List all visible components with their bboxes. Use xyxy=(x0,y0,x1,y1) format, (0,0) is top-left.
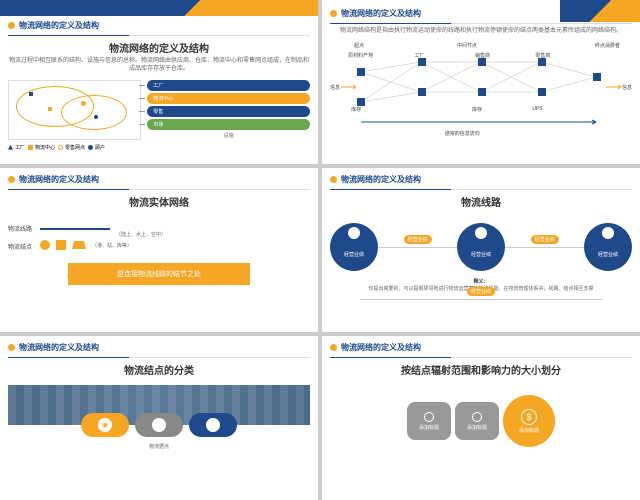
dollar-icon: $ xyxy=(521,409,537,425)
banner xyxy=(560,0,640,22)
pill-label: 物流据点 xyxy=(8,443,310,450)
network-diagram xyxy=(8,80,141,140)
axis-x: 设施 xyxy=(147,132,310,139)
circle-1: 经营业绩 xyxy=(330,223,378,271)
network-graph: 起点 中间节点 终点消费者 原材料产地 工厂 销售商 零售商 信息 信息 库存 … xyxy=(330,42,632,137)
layer-center: 物流中心 xyxy=(147,93,310,104)
pill-2 xyxy=(135,413,183,437)
pill-3 xyxy=(189,413,237,437)
slide-1: 物流网络的定义及结构 物流网络的定义及结构 物流过程中相互联系的结构、设施与信息… xyxy=(0,0,318,164)
circle-icon xyxy=(40,240,50,250)
slide-title: 按结点辐射范围和影响力的大小划分 xyxy=(330,362,632,377)
circle-3: 经营业绩 xyxy=(584,223,632,271)
row1-label: 物流线路 xyxy=(8,221,32,239)
slide-3: 物流网络的定义及结构 物流实体网络 物流线路 物流结点 （陆上、水上、空中） （… xyxy=(0,168,318,332)
slide-title: 物流线路 xyxy=(330,194,632,209)
chain-2: 添加标题 xyxy=(455,402,499,440)
slide-title: 物流结点的分类 xyxy=(8,362,310,377)
layer-stack: 工厂工厂的配送 物流中心 零售 市场 设施 xyxy=(147,80,310,140)
slide-6: 物流网络的定义及结构 按结点辐射范围和影响力的大小划分 添加标题 添加标题 $ … xyxy=(322,336,640,500)
line-shape xyxy=(40,228,110,230)
layer-market: 市场 xyxy=(147,119,310,130)
slide-title: 物流实体网络 xyxy=(8,194,310,209)
banner xyxy=(0,0,318,16)
slide-header: 物流网络的定义及结构 xyxy=(8,20,310,31)
pill-1: ◉ xyxy=(81,413,129,437)
square-icon xyxy=(56,240,66,250)
header-title: 物流网络的定义及结构 xyxy=(19,20,99,31)
layer-factory: 工厂工厂的配送 xyxy=(147,80,310,91)
callout-box: 是连接物流线路的结节之处 xyxy=(68,263,249,285)
divider xyxy=(8,35,310,36)
row2-label: 物流结点 xyxy=(8,239,32,257)
layer-retail: 零售 xyxy=(147,106,310,117)
pill-row: ◉ xyxy=(8,413,310,437)
slide-2: 物流网络的定义及结构 物流网络结构是指由执行物流运动使命的线路和执行物流停顿使命… xyxy=(322,0,640,164)
bullet-icon xyxy=(8,22,15,29)
description: 物流网络结构是指由执行物流运动使命的线路和执行物流停顿使命的结点两类基本元素所组… xyxy=(330,28,632,36)
circle-2: 经营业绩 xyxy=(457,223,505,271)
trap-icon xyxy=(72,241,86,249)
slide-title: 物流网络的定义及结构 xyxy=(8,40,310,55)
slide-4: 物流网络的定义及结构 物流线路 经营业绩 经营业绩 经营业绩 经营业绩 经营业绩… xyxy=(322,168,640,332)
chain-main: $ 添加标题 xyxy=(503,395,555,447)
legend: 工厂 物流中心 零售网点 顾户 xyxy=(8,144,310,151)
chain-row: 添加标题 添加标题 $ 添加标题 xyxy=(330,395,632,447)
camera-icon: ◉ xyxy=(98,418,112,432)
slide-5: 物流网络的定义及结构 物流结点的分类 ◉ 物流据点 xyxy=(0,336,318,500)
circle-chain: 经营业绩 经营业绩 经营业绩 经营业绩 经营业绩 xyxy=(330,223,632,271)
chain-1: 添加标题 xyxy=(407,402,451,440)
description: 物流过程中相互联系的结构、设施与信息的总称。物流网络由供应商、仓库、物流中心和零… xyxy=(8,58,310,74)
